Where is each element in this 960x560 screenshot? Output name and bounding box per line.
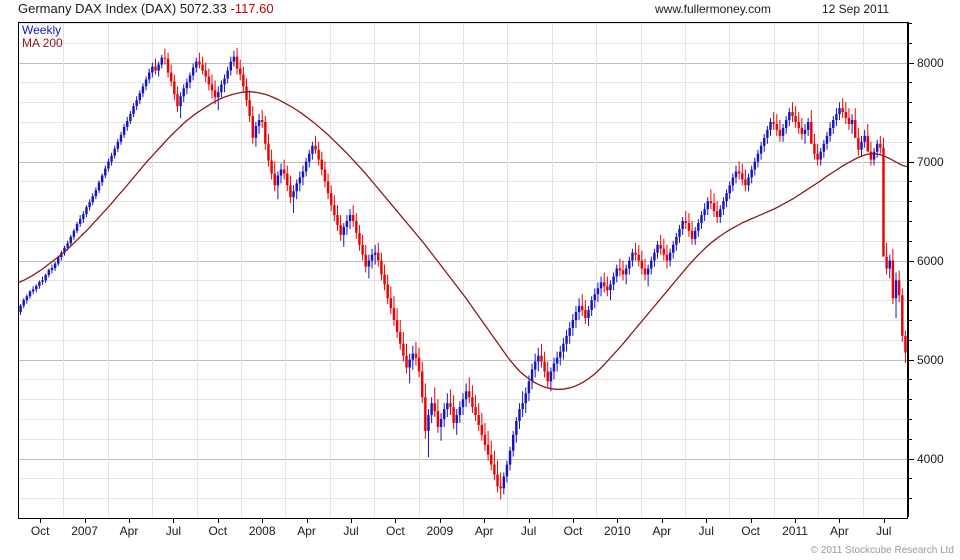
y-axis-label: 8000: [917, 55, 944, 70]
plot-area: [18, 22, 908, 519]
x-axis-label: Oct: [30, 524, 50, 538]
y-axis-label: 6000: [917, 253, 944, 268]
y-axis-label: 7000: [917, 154, 944, 169]
chart-header: Germany DAX Index (DAX) 5072.33 -117.60 …: [0, 0, 960, 20]
price-change: -117.60: [230, 1, 274, 16]
x-axis-label: Apr: [119, 524, 139, 538]
last-price: 5072.33: [179, 1, 227, 16]
x-axis-label: Jul: [698, 524, 714, 538]
price-series-canvas: [19, 47, 907, 500]
x-axis-label: Apr: [474, 524, 494, 538]
copyright-notice: © 2011 Stockcube Research Ltd: [810, 545, 954, 556]
page-title: Germany DAX Index (DAX) 5072.33 -117.60: [18, 1, 274, 16]
x-axis-label: Oct: [563, 524, 583, 538]
y-axis-label: 4000: [917, 451, 944, 466]
x-axis-label: Apr: [297, 524, 316, 538]
x-axis-label: Oct: [208, 524, 228, 538]
x-axis-label: Jul: [343, 524, 359, 538]
y-axis-label: 5000: [917, 352, 944, 367]
x-axis-label: 2007: [71, 524, 98, 538]
x-axis-label: Jul: [165, 524, 182, 538]
as-of-date: 12 Sep 2011: [822, 2, 890, 16]
instrument-name: Germany DAX Index (DAX): [18, 1, 177, 16]
x-axis-label: 2008: [248, 524, 276, 538]
x-axis-label: Jul: [520, 524, 537, 538]
legend-item-weekly: Weekly: [22, 23, 62, 37]
x-axis-label: Oct: [386, 524, 405, 538]
chart-legend: Weekly MA 200: [22, 24, 63, 50]
x-axis-label: Apr: [652, 524, 672, 538]
website-label: www.fullermoney.com: [655, 2, 771, 16]
x-axis-label: 2011: [782, 524, 808, 538]
gridlines: [19, 23, 907, 518]
x-axis-label: Jul: [876, 524, 892, 538]
x-axis-label: 2009: [426, 524, 454, 538]
legend-item-ma200: MA 200: [22, 36, 63, 50]
x-axis: Oct 2007 Apr Jul Oct 2008 Apr Jul Oct 2009 Apr Jul O…: [18, 519, 908, 541]
x-axis-label: Apr: [830, 524, 849, 538]
x-axis-label: 2010: [604, 524, 631, 538]
x-axis-label: Oct: [741, 524, 760, 538]
y-axis: 4000 5000 6000 7000 8000: [908, 22, 960, 519]
